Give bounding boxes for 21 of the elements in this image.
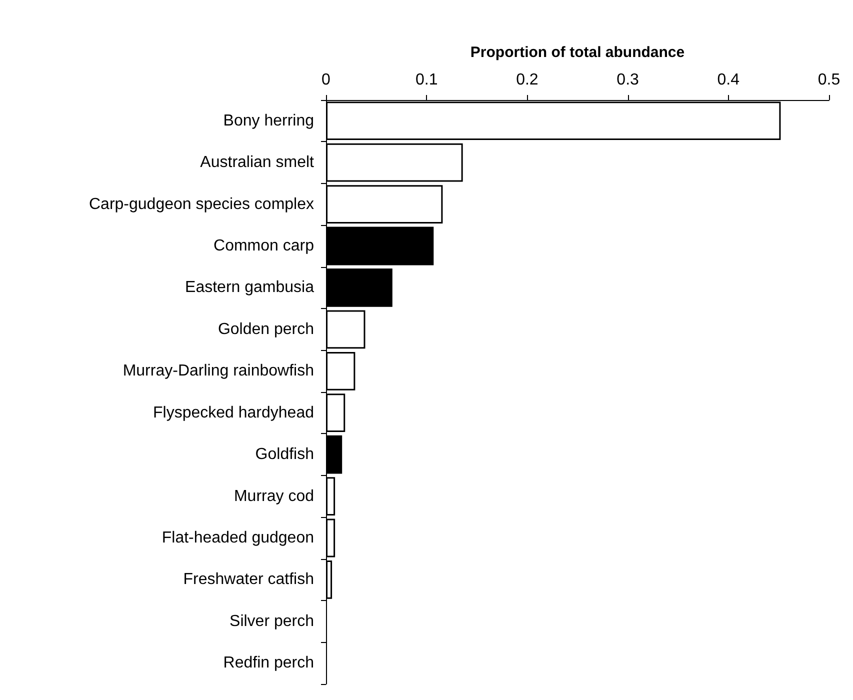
x-tick-label: 0.2 xyxy=(516,72,538,88)
x-tick-label: 0.3 xyxy=(616,72,640,88)
y-tick-label: Bony herring xyxy=(223,112,314,130)
y-tick-label: Carp-gudgeon species complex xyxy=(88,196,314,213)
y-tick-label: Silver perch xyxy=(230,612,314,630)
y-tick-label: Murray-Darling rainbowfish xyxy=(122,362,314,380)
y-tick-label: Freshwater catfish xyxy=(183,571,314,588)
y-tick-label: Flyspecked hardyhead xyxy=(153,404,314,422)
y-tick-label: Australian smelt xyxy=(200,154,315,172)
y-tick-label: Golden perch xyxy=(218,320,314,338)
x-tick-label: 0.5 xyxy=(818,72,840,88)
x-tick-label: 0.4 xyxy=(717,72,740,88)
x-axis-title: Proportion of total abundance xyxy=(470,44,685,61)
y-tick-label: Goldfish xyxy=(255,446,314,464)
y-tick-label: Common carp xyxy=(214,238,314,254)
x-tick-label: 0 xyxy=(322,72,331,88)
y-tick-label: Redfin perch xyxy=(223,654,314,672)
y-tick-label: Eastern gambusia xyxy=(185,279,314,296)
x-tick-label: 0.1 xyxy=(415,72,438,88)
y-tick-label: Murray cod xyxy=(234,488,314,505)
y-tick-label: Flat-headed gudgeon xyxy=(162,530,314,546)
